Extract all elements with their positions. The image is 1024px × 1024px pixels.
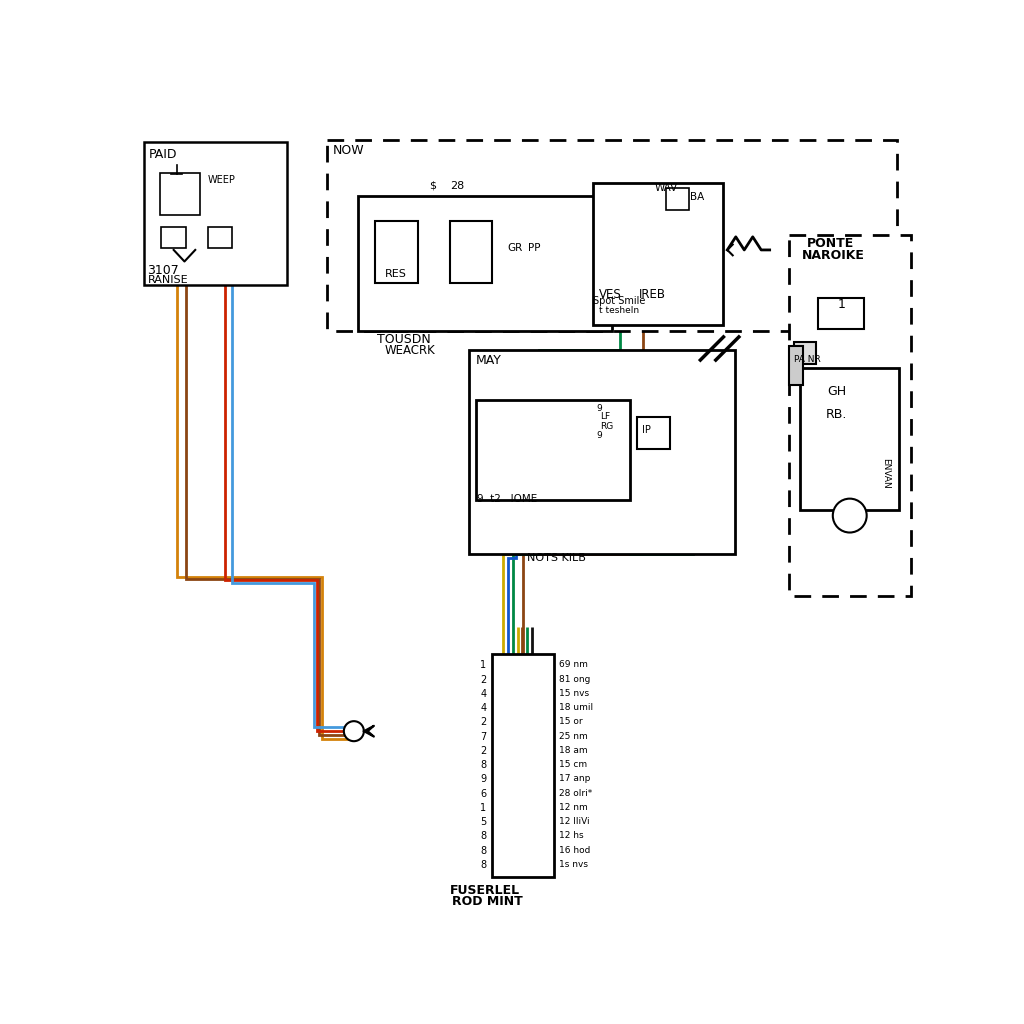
Text: WEACRK: WEACRK — [385, 344, 435, 357]
Bar — [208, 227, 232, 249]
Text: 7: 7 — [480, 731, 486, 741]
Text: t tesheln: t tesheln — [599, 306, 639, 315]
Text: 16 hod: 16 hod — [559, 846, 590, 854]
Text: 17 anp: 17 anp — [559, 774, 590, 783]
Bar — [144, 142, 287, 285]
Bar — [666, 188, 689, 210]
Text: 28 olri*: 28 olri* — [559, 788, 592, 798]
Text: 15 or: 15 or — [559, 718, 583, 726]
Text: 5: 5 — [480, 817, 486, 827]
Bar — [162, 227, 186, 249]
Bar — [637, 417, 670, 450]
Text: 18 am: 18 am — [559, 745, 588, 755]
Text: IP: IP — [642, 426, 650, 435]
Circle shape — [344, 721, 364, 741]
Text: 9: 9 — [596, 403, 602, 413]
Text: 15 cm: 15 cm — [559, 760, 587, 769]
Text: 2: 2 — [480, 745, 486, 756]
Text: ROD MINT: ROD MINT — [453, 895, 523, 908]
Bar — [357, 196, 611, 331]
Text: 28: 28 — [451, 180, 464, 190]
Text: WAV: WAV — [654, 183, 678, 193]
Text: 2: 2 — [480, 718, 486, 727]
Text: 9: 9 — [480, 774, 486, 784]
Text: 1: 1 — [838, 298, 845, 311]
Bar — [801, 368, 899, 510]
Bar — [160, 173, 200, 215]
Text: 8: 8 — [480, 760, 486, 770]
Text: 12 nm: 12 nm — [559, 803, 588, 812]
Text: TOUSDN: TOUSDN — [377, 333, 431, 346]
Text: 4: 4 — [480, 689, 486, 698]
Text: 25 nm: 25 nm — [559, 731, 588, 740]
Text: ENVAN: ENVAN — [882, 458, 890, 488]
Text: 1: 1 — [480, 660, 486, 671]
Text: 1: 1 — [480, 803, 486, 813]
Bar — [593, 183, 724, 326]
Circle shape — [833, 499, 866, 532]
Text: NAROIKE: NAROIKE — [802, 249, 865, 262]
Bar — [451, 221, 493, 283]
Text: 3107: 3107 — [147, 264, 179, 276]
Bar — [327, 140, 897, 331]
Text: 12 hs: 12 hs — [559, 831, 584, 841]
Bar — [788, 346, 803, 385]
Text: PP: PP — [528, 243, 541, 253]
Text: 9: 9 — [596, 431, 602, 440]
Text: 9  t2   IOME: 9 t2 IOME — [477, 494, 538, 504]
Bar — [795, 342, 816, 364]
Text: Spot Smile: Spot Smile — [593, 296, 645, 306]
Text: 1s nvs: 1s nvs — [559, 860, 588, 868]
Text: 18 umil: 18 umil — [559, 703, 593, 712]
Bar — [788, 234, 910, 596]
Text: FUSERLEL: FUSERLEL — [451, 884, 520, 897]
Text: 4: 4 — [480, 703, 486, 713]
Text: LF: LF — [600, 412, 610, 421]
Text: NOW: NOW — [333, 144, 364, 158]
Text: 15 nvs: 15 nvs — [559, 689, 589, 697]
Bar — [475, 400, 630, 500]
Bar — [818, 298, 864, 330]
Text: RB.: RB. — [826, 408, 847, 421]
Text: 8: 8 — [480, 860, 486, 869]
Text: 2: 2 — [480, 675, 486, 685]
Text: 6: 6 — [480, 788, 486, 799]
Text: 8: 8 — [480, 846, 486, 855]
Text: 81 ong: 81 ong — [559, 675, 590, 684]
Bar — [376, 221, 418, 283]
Bar — [493, 654, 554, 878]
Text: PAID: PAID — [150, 147, 177, 161]
Text: MAY: MAY — [475, 354, 502, 367]
Text: VES: VES — [599, 289, 622, 301]
Text: RES: RES — [385, 269, 408, 280]
Text: IREB: IREB — [639, 289, 666, 301]
Bar — [469, 350, 735, 554]
Text: 8: 8 — [480, 831, 486, 842]
Text: $: $ — [429, 180, 436, 190]
Text: 12 IliVi: 12 IliVi — [559, 817, 589, 826]
Text: 69 nm: 69 nm — [559, 660, 588, 670]
Text: PA NR: PA NR — [795, 355, 821, 365]
Text: PONTE: PONTE — [807, 237, 854, 250]
Text: RANISE: RANISE — [147, 274, 188, 285]
Text: BA: BA — [690, 193, 705, 202]
Text: NOTS KILB: NOTS KILB — [527, 553, 586, 562]
Text: WEEP: WEEP — [208, 175, 236, 185]
Text: GR: GR — [508, 243, 523, 253]
Text: RG: RG — [600, 422, 613, 431]
Text: GH: GH — [827, 385, 847, 397]
